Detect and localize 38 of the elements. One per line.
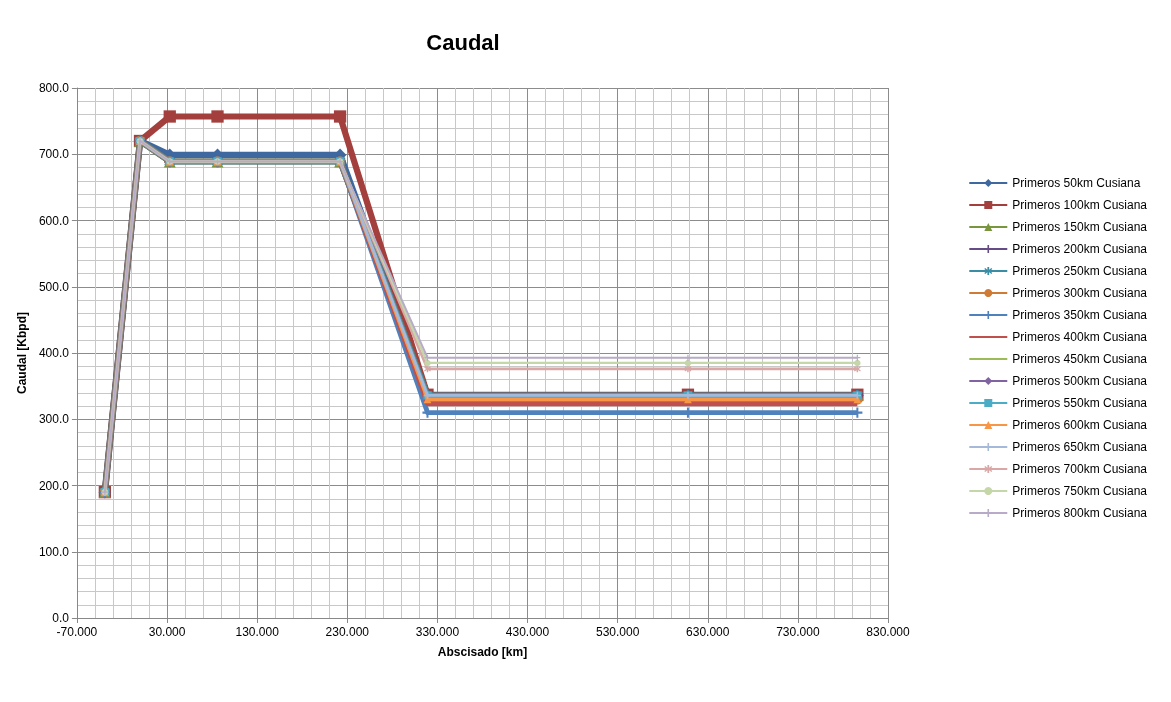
x-tick-label: 530.000 — [595, 625, 640, 639]
chart-title: Caudal — [426, 29, 500, 55]
x-tick-label: 30.000 — [148, 625, 186, 639]
x-tick-label: 430.000 — [505, 625, 550, 639]
x-tick-label: 830.000 — [866, 625, 911, 639]
y-tick-label: 200.0 — [38, 478, 70, 493]
legend-label: Primeros 50km Cusiana — [1012, 176, 1141, 190]
y-tick-label: 700.0 — [38, 147, 70, 162]
x-axis-title: Abscisado [km] — [437, 645, 528, 659]
legend-label: Primeros 650km Cusiana — [1012, 440, 1148, 454]
y-tick-label: 400.0 — [38, 346, 70, 360]
legend-label: Primeros 600km Cusiana — [1012, 418, 1148, 432]
y-tick-label: 300.0 — [38, 412, 70, 427]
legend-label: Primeros 250km Cusiana — [1012, 264, 1148, 278]
y-tick-label: 500.0 — [38, 279, 70, 294]
legend-label: Primeros 800km Cusiana — [1012, 506, 1148, 520]
legend-label: Primeros 400km Cusiana — [1012, 330, 1148, 344]
y-tick-label: 800.0 — [38, 81, 70, 95]
legend-label: Primeros 500km Cusiana — [1012, 374, 1148, 388]
legend-label: Primeros 300km Cusiana — [1012, 286, 1148, 300]
legend-label: Primeros 750km Cusiana — [1012, 484, 1148, 498]
x-tick-label: -70.000 — [56, 625, 98, 639]
legend-label: Primeros 450km Cusiana — [1012, 352, 1148, 366]
legend-label: Primeros 550km Cusiana — [1012, 396, 1148, 410]
x-tick-label: 130.000 — [235, 625, 280, 639]
legend-label: Primeros 350km Cusiana — [1012, 308, 1148, 322]
y-axis-title: Caudal [Kbpd] — [15, 312, 29, 394]
legend-label: Primeros 100km Cusiana — [1012, 198, 1148, 212]
x-tick-label: 730.000 — [776, 625, 820, 639]
legend-label: Primeros 200km Cusiana — [1012, 242, 1148, 256]
legend-label: Primeros 700km Cusiana — [1012, 462, 1148, 476]
y-tick-label: 100.0 — [38, 544, 70, 559]
x-tick-label: 230.000 — [325, 625, 370, 639]
legend-label: Primeros 150km Cusiana — [1012, 220, 1148, 234]
y-tick-label: 600.0 — [38, 213, 70, 228]
x-tick-label: 330.000 — [415, 625, 460, 639]
y-tick-label: 0.0 — [52, 611, 70, 625]
x-tick-label: 630.000 — [686, 625, 730, 639]
